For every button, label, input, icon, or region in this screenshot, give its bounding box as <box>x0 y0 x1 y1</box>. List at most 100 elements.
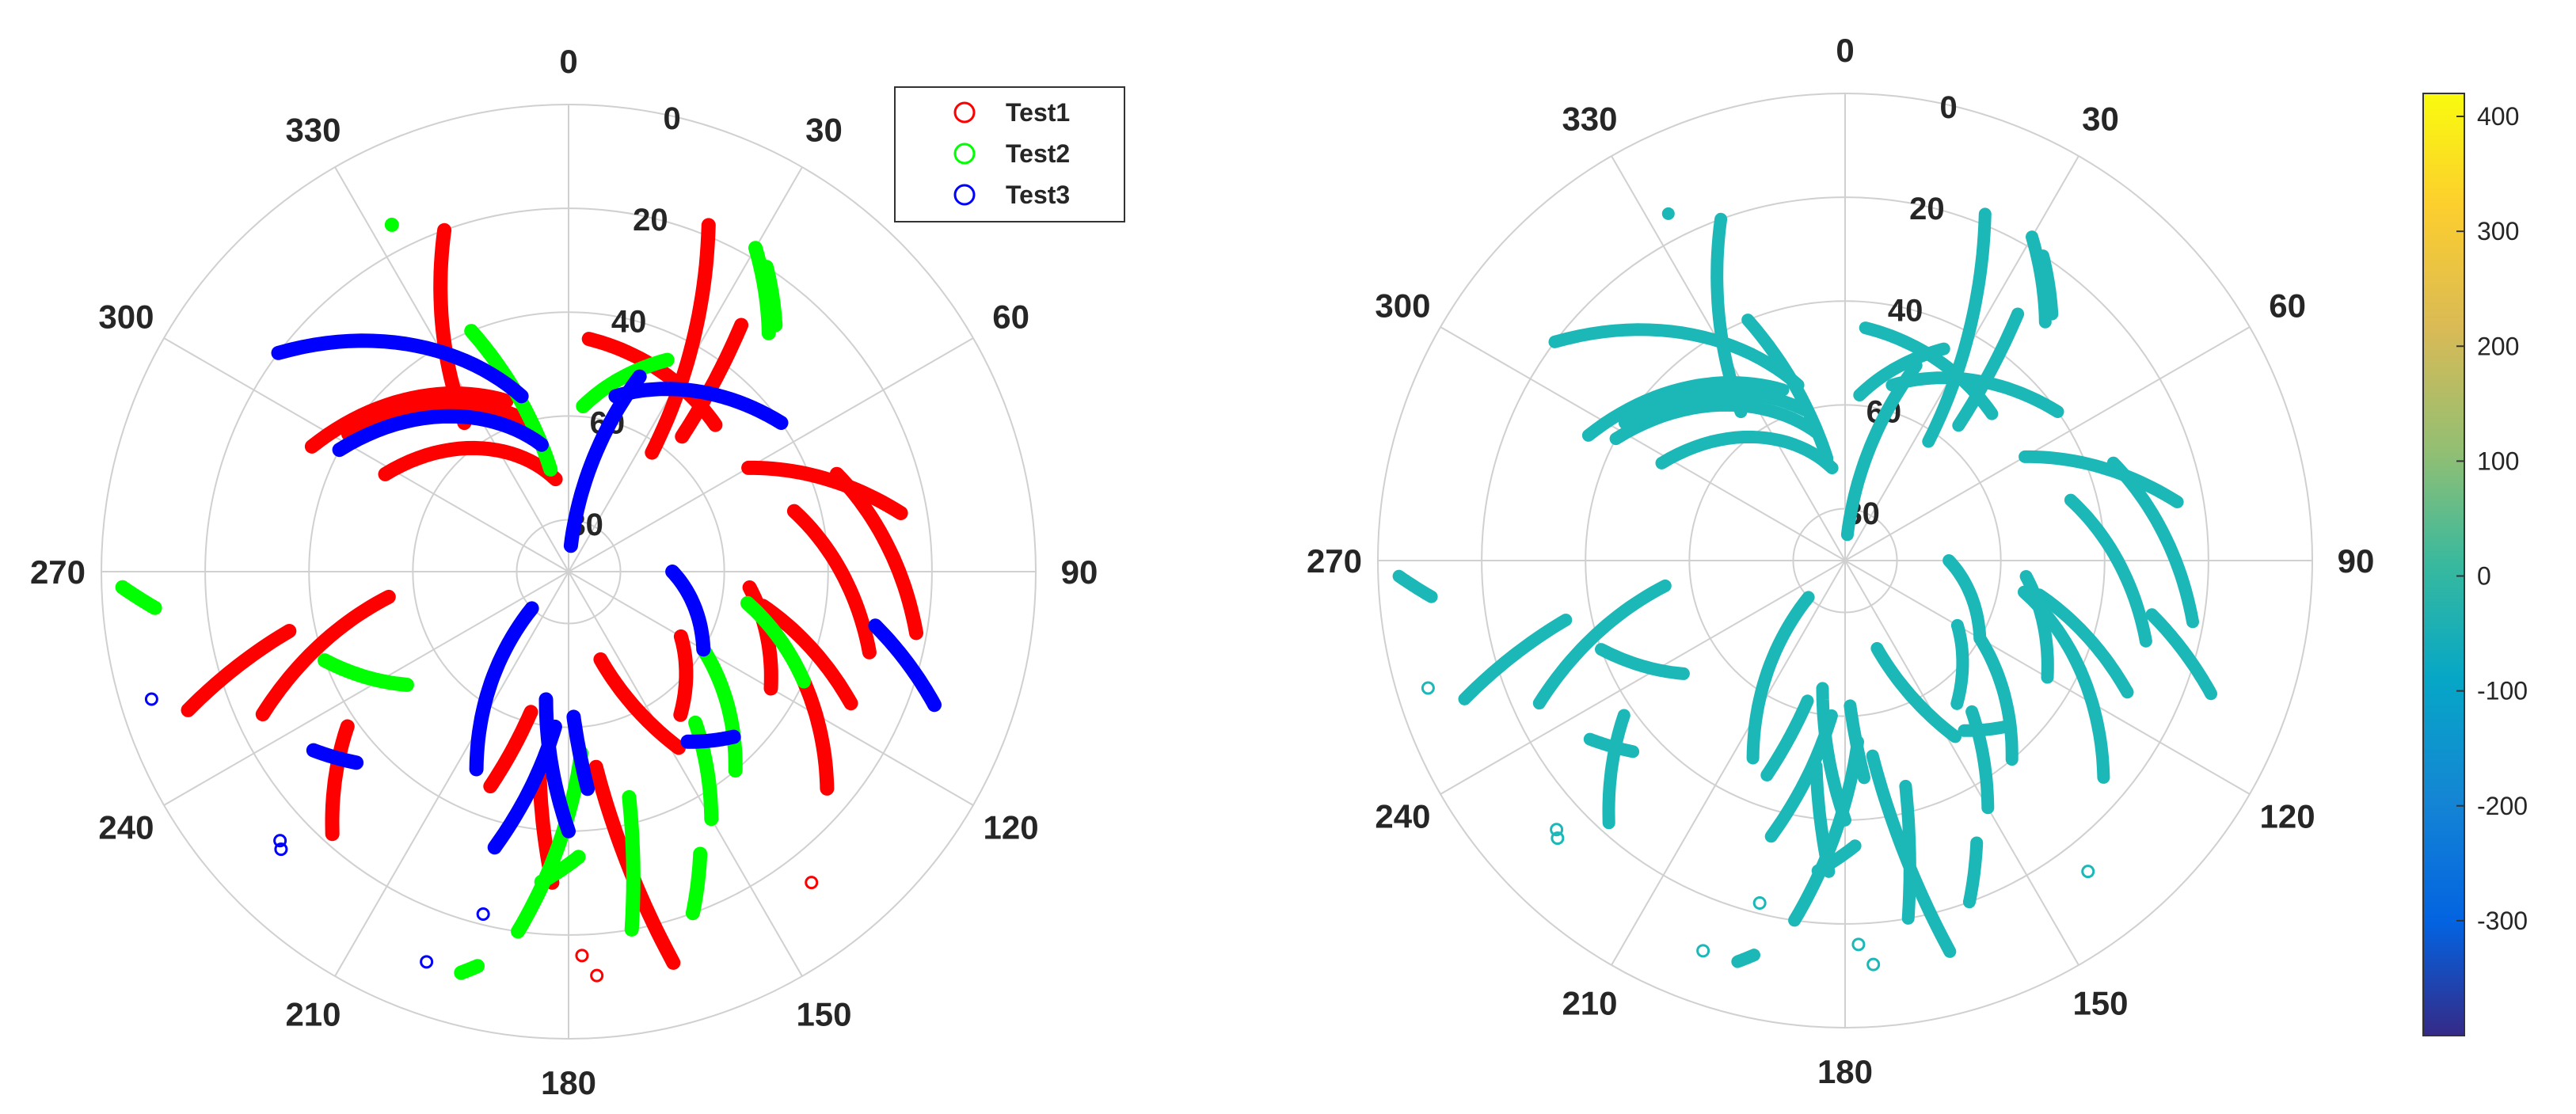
data-point <box>1851 937 1866 952</box>
data-arc <box>534 850 586 889</box>
r-tick-label: 40 <box>1888 293 1923 328</box>
data-arc <box>1583 732 1640 759</box>
data-arc <box>483 705 538 793</box>
theta-tick-label: 150 <box>2072 985 2128 1022</box>
data-arc <box>454 959 485 980</box>
theta-tick-label: 210 <box>285 996 341 1033</box>
data-arc <box>306 743 364 770</box>
series-test2 <box>115 217 812 980</box>
data-arc <box>797 674 835 796</box>
colorbar-tick-label: 200 <box>2477 332 2519 360</box>
theta-tick-label: 300 <box>98 298 154 336</box>
legend-marker <box>953 184 976 206</box>
data-arc <box>1840 359 1923 542</box>
theta-tick-label: 300 <box>1375 287 1430 325</box>
data-arc <box>2033 588 2134 699</box>
data-arc <box>1958 719 2017 737</box>
data-arc <box>332 409 549 458</box>
data-arc <box>1922 207 1992 448</box>
data-point <box>590 968 604 983</box>
data-arc <box>1548 323 1805 392</box>
data-arc <box>1952 307 2025 432</box>
theta-tick-label: 90 <box>2338 542 2375 580</box>
data-arc <box>645 218 716 460</box>
legend-marker <box>953 143 976 165</box>
data-arc <box>115 580 162 615</box>
grid-spoke <box>163 337 569 572</box>
theta-tick-label: 60 <box>992 298 1029 336</box>
data-arc <box>1816 682 1851 827</box>
grid-spoke <box>1440 560 1846 795</box>
theta-tick-label: 330 <box>1562 100 1617 137</box>
data-arc <box>1746 591 1815 765</box>
data-arc <box>1392 569 1438 603</box>
theta-tick-label: 180 <box>541 1064 596 1101</box>
grid-spoke <box>334 571 569 977</box>
data-arc <box>2019 570 2054 684</box>
data-point <box>274 842 288 857</box>
grid-spoke <box>1440 326 1846 561</box>
grid-spoke <box>568 337 974 572</box>
legend-label: Test2 <box>1006 139 1070 168</box>
data-arc <box>318 653 414 692</box>
theta-tick-label: 240 <box>98 809 154 846</box>
data-arc <box>868 618 942 713</box>
theta-tick-label: 30 <box>2082 100 2119 137</box>
r-tick-label: 20 <box>1909 192 1945 226</box>
theta-tick-label: 150 <box>796 996 851 1033</box>
theta-tick-label: 90 <box>1061 553 1098 591</box>
data-arc <box>1942 554 1987 645</box>
data-arc <box>1973 632 2019 766</box>
data-arc <box>1788 735 1864 927</box>
r-tick-label: 0 <box>1940 90 1958 125</box>
data-point <box>1866 957 1881 971</box>
theta-tick-label: 240 <box>1375 798 1430 835</box>
grid-spoke <box>1611 560 1846 966</box>
data-point <box>144 692 158 706</box>
data-arc <box>563 369 647 553</box>
colorbar-tick-label: 400 <box>2477 102 2519 131</box>
legend-marker <box>953 101 976 124</box>
theta-tick-label: 30 <box>805 111 843 148</box>
r-tick-label: 40 <box>611 304 647 339</box>
data-arc <box>786 504 877 660</box>
r-tick-label: 20 <box>633 203 668 238</box>
grid-spoke <box>568 571 803 977</box>
colorbar-tick-label: 0 <box>2477 562 2491 591</box>
theta-tick-label: 270 <box>1307 542 1362 580</box>
data-arc <box>181 624 297 717</box>
data-arc <box>1602 709 1630 830</box>
data-arc <box>2036 249 2059 321</box>
data-arc <box>1655 430 1839 475</box>
colorbar-tick-label: 100 <box>2477 447 2519 475</box>
data-arc <box>665 565 711 657</box>
data-arc <box>1595 643 1690 680</box>
data-arc <box>1731 949 1760 968</box>
data-arc <box>341 397 536 442</box>
data-arc <box>680 729 741 749</box>
data-point <box>1421 681 1435 695</box>
data-arc <box>325 719 355 842</box>
data-arc <box>608 382 789 430</box>
colorbar: 400 300 200 100 0 -100 -200 -300 <box>2422 93 2528 1036</box>
data-arc <box>1811 839 1862 877</box>
data-arc <box>538 692 576 838</box>
data-arc <box>685 846 708 921</box>
data-arc <box>1899 779 1916 925</box>
theta-tick-label: 0 <box>559 43 577 80</box>
data-arc <box>755 599 858 711</box>
data-arc <box>741 460 908 520</box>
theta-tick-label: 120 <box>2260 798 2315 835</box>
data-arc <box>1609 398 1825 446</box>
data-point <box>476 907 490 922</box>
r-tick-label: 0 <box>664 101 681 136</box>
data-arc <box>1853 342 1950 401</box>
colorbar-tick-label: 300 <box>2477 217 2519 245</box>
data-arc <box>271 333 529 404</box>
legend-label: Test3 <box>1006 181 1070 209</box>
series-test3 <box>144 333 942 969</box>
data-arc <box>469 601 539 777</box>
theta-tick-label: 180 <box>1817 1053 1873 1090</box>
